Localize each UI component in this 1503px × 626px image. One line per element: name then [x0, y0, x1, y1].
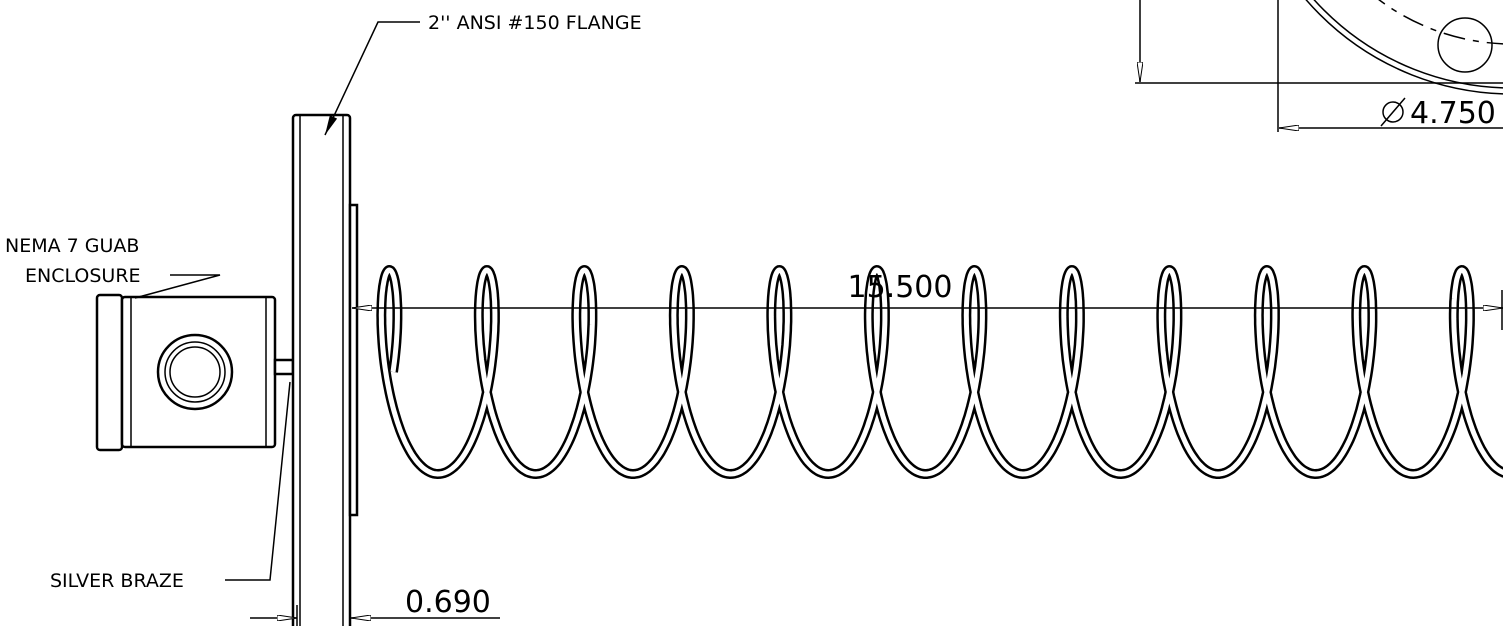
flange-end-view: 4.750	[1135, 0, 1503, 132]
enclosure-label: ENCLOSURE	[25, 265, 141, 287]
thickness-dimension: 0.690	[405, 585, 491, 620]
braze-label: SILVER BRAZE	[50, 570, 184, 592]
enclosure	[95, 293, 277, 452]
flange-label: 2'' ANSI #150 FLANGE	[428, 12, 642, 34]
coil	[376, 265, 1503, 479]
braze-rod	[273, 358, 295, 376]
length-dimension: 15.500	[848, 270, 953, 305]
diameter-dimension: 4.750	[1410, 96, 1496, 131]
enclosure-label: NEMA 7 GUAB	[5, 235, 139, 257]
diameter-symbol	[1380, 97, 1406, 127]
flange	[291, 113, 359, 626]
coil-wire	[378, 267, 1503, 477]
